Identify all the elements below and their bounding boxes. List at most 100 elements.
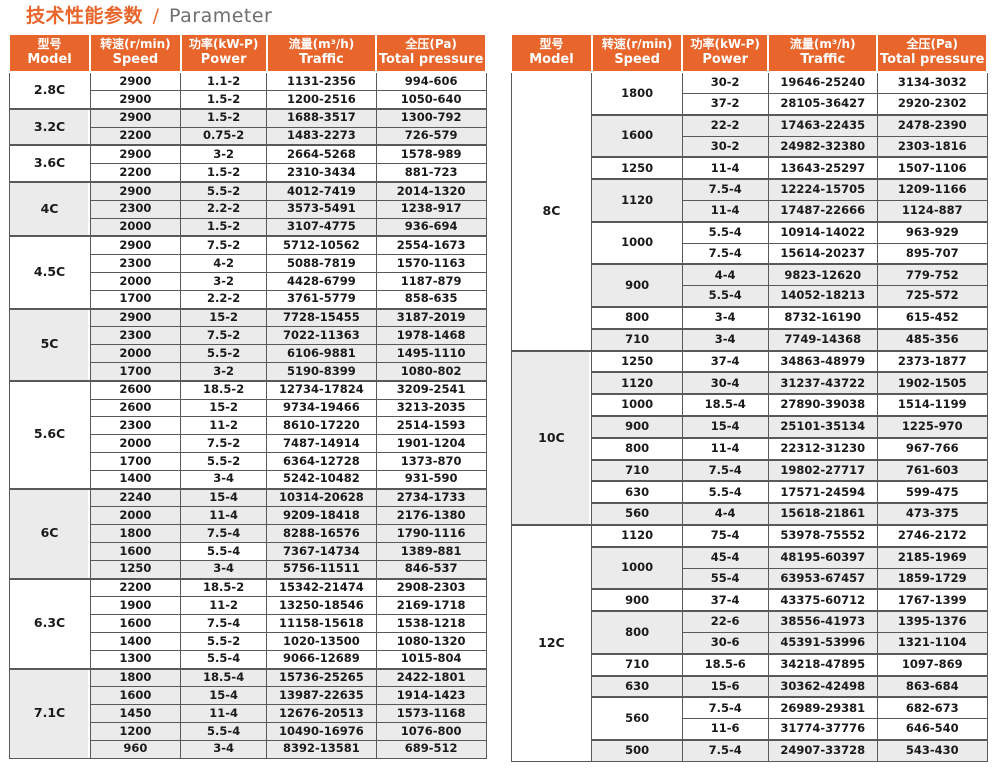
pressure-cell: 599-475: [876, 480, 988, 504]
traffic-cell: 28105-36427: [767, 93, 878, 116]
traffic-cell: 14052-18213: [767, 285, 878, 308]
power-cell: 1.5-2: [180, 107, 268, 128]
pressure-cell: 485-356: [876, 327, 988, 352]
speed-cell: 1800: [89, 667, 182, 688]
speed-cell: 2300: [89, 416, 182, 436]
traffic-cell: 34218-47895: [767, 652, 878, 677]
table-row: 1400 5.5-2 1020-13500 1080-1320: [9, 631, 487, 651]
header-row: 型号 Model 转速(r/min) Speed 功率(kW-P) Power 流量(m³/…: [7, 32, 487, 74]
table-row: 6C 2240 15-4 10314-20628 2734-1733: [8, 487, 487, 580]
traffic-cell: 1020-13500: [266, 631, 377, 651]
speed-cell: 500: [591, 738, 683, 762]
table-row: 710 18.5-6 34218-47895 1097-869: [511, 652, 988, 677]
power-cell: 30-6: [681, 631, 769, 655]
pressure-cell: 1389-881: [375, 541, 487, 561]
header-label-zh: 功率(kW-P): [690, 37, 760, 51]
pressure-cell: 543-430: [876, 738, 988, 762]
header-label-en: Total pressure: [378, 52, 484, 67]
pressure-cell: 1124-887: [876, 200, 988, 223]
header-cell: 功率(kW-P) Power: [179, 32, 268, 74]
table-row: 710 7.5-4 19802-27717 761-603: [511, 458, 988, 482]
speed-cell: 1000: [591, 545, 683, 590]
header-cell: 型号 Model: [7, 32, 92, 74]
traffic-cell: 19646-25240: [767, 71, 878, 95]
pressure-cell: 858-635: [375, 289, 487, 310]
traffic-cell: 9209-18418: [266, 506, 377, 526]
speed-cell: 1120: [591, 371, 683, 395]
model-cell: 12C: [510, 523, 593, 762]
speed-cell: 2200: [89, 163, 182, 183]
model-cell: 5.6C: [8, 379, 91, 490]
power-cell: 5.5-4: [180, 649, 268, 670]
traffic-cell: 11158-15618: [266, 614, 377, 633]
traffic-cell: 5242-10482: [266, 469, 377, 490]
power-cell: 18.5-4: [681, 393, 769, 417]
header-cell: 转速(r/min) Speed: [89, 32, 182, 74]
table-row: 500 7.5-4 24907-33728 543-430: [511, 738, 988, 762]
traffic-cell: 12224-15705: [767, 178, 878, 202]
traffic-cell: 31237-43722: [767, 371, 878, 395]
speed-cell: 1800: [89, 524, 182, 543]
table-row: 900 4-4 9823-12620 779-752: [511, 263, 988, 308]
pressure-cell: 3187-2019: [375, 307, 487, 328]
power-cell: 5.5-4: [180, 541, 268, 561]
traffic-cell: 7022-11363: [266, 326, 377, 346]
speed-cell: 560: [591, 696, 683, 741]
traffic-cell: 7367-14734: [266, 541, 377, 561]
traffic-cell: 8392-13581: [266, 739, 377, 759]
header-label-zh: 转速(r/min): [601, 37, 673, 51]
speed-cell: 2900: [89, 90, 182, 110]
traffic-cell: 5088-7819: [266, 254, 377, 274]
pressure-cell: 1225-970: [876, 415, 988, 439]
traffic-cell: 13987-22635: [266, 686, 377, 706]
power-cell: 11-4: [180, 704, 268, 723]
traffic-cell: 5712-10562: [266, 235, 377, 256]
header-row: 型号 Model 转速(r/min) Speed 功率(kW-P) Power 流量(m³/…: [510, 32, 988, 74]
power-cell: 3-2: [180, 144, 268, 165]
speed-cell: 1450: [89, 704, 182, 723]
pressure-cell: 1321-1104: [876, 631, 988, 655]
speed-cell: 2900: [89, 307, 182, 328]
table-row: 5C 2900 15-2 7728-15455 3187-2019: [8, 307, 487, 382]
speed-cell: 1900: [89, 596, 182, 616]
speed-cell: 1250: [89, 559, 182, 580]
power-cell: 11-2: [180, 596, 268, 616]
traffic-cell: 43375-60712: [767, 588, 878, 612]
header-cell: 全压(Pa) Total pressure: [375, 32, 487, 74]
pressure-cell: 1514-1199: [876, 393, 988, 417]
pressure-cell: 2920-2302: [876, 93, 988, 116]
header-label-zh: 转速(r/min): [100, 37, 171, 51]
traffic-cell: 25101-35134: [767, 415, 878, 439]
pressure-cell: 1901-1204: [375, 434, 487, 453]
pressure-cell: 1507-1106: [876, 156, 988, 180]
table-row: 560 7.5-4 26989-29381 682-673: [511, 696, 988, 741]
table-row: 12C 1120 75-4 53978-75552 2746-2172: [510, 523, 988, 762]
speed-cell: 1400: [89, 631, 182, 651]
traffic-cell: 7487-14914: [266, 434, 377, 453]
table-row: 1600 7.5-4 11158-15618 1538-1218: [9, 614, 487, 633]
pressure-cell: 1300-792: [375, 107, 487, 128]
traffic-cell: 9066-12689: [266, 649, 377, 670]
parameter-table-left: 型号 Model 转速(r/min) Speed 功率(kW-P) Power 流量(m³/…: [7, 32, 487, 759]
power-cell: 30-2: [681, 71, 769, 95]
header-label-zh: 型号: [539, 37, 564, 51]
table-row: 630 15-6 30362-42498 863-684: [511, 674, 988, 698]
pressure-cell: 1238-917: [375, 199, 487, 219]
table-row: 1600 15-4 13987-22635 1914-1423: [9, 686, 487, 706]
speed-cell: 2200: [89, 577, 182, 598]
table-row: 800 22-6 38556-41973 1395-1376: [511, 610, 988, 655]
table-row: 1600 5.5-4 7367-14734 1389-881: [9, 541, 487, 561]
speed-cell: 800: [591, 610, 683, 655]
speed-cell: 800: [591, 436, 683, 461]
speed-cell: 2900: [89, 71, 182, 92]
table-row: 4.5C 2900 7.5-2 5712-10562 2554-1673: [8, 235, 487, 310]
traffic-cell: 22312-31230: [767, 436, 878, 461]
traffic-cell: 45391-53996: [767, 631, 878, 655]
pressure-cell: 1495-1110: [375, 344, 487, 363]
pressure-cell: 761-603: [876, 458, 988, 482]
pressure-cell: 2169-1718: [375, 596, 487, 616]
pressure-cell: 881-723: [375, 163, 487, 183]
power-cell: 11-6: [681, 718, 769, 741]
power-cell: 2.2-2: [180, 199, 268, 219]
pressure-cell: 936-694: [375, 217, 487, 237]
